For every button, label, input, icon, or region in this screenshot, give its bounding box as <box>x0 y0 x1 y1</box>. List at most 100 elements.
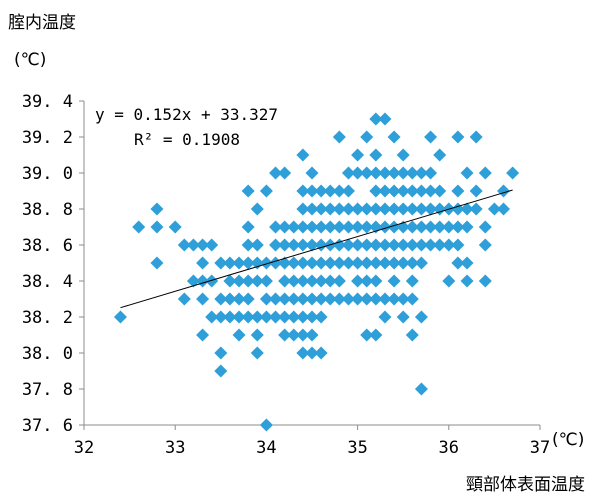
data-point <box>223 310 237 324</box>
data-point <box>232 256 246 270</box>
data-point <box>296 346 310 360</box>
data-point <box>305 220 319 234</box>
data-point <box>387 274 401 288</box>
data-point <box>451 184 465 198</box>
trend-equation: y = 0.152x + 33.327 <box>95 105 279 124</box>
data-point <box>241 274 255 288</box>
data-point <box>433 184 447 198</box>
data-point <box>414 382 428 396</box>
data-point <box>378 166 392 180</box>
x-axis-title: 頸部体表面温度 <box>466 475 585 495</box>
data-point <box>177 238 191 252</box>
data-point <box>405 184 419 198</box>
data-point <box>296 184 310 198</box>
data-point <box>405 328 419 342</box>
data-point <box>241 256 255 270</box>
data-point <box>287 328 301 342</box>
data-point <box>460 202 474 216</box>
data-point <box>405 220 419 234</box>
data-point <box>469 202 483 216</box>
data-point <box>259 184 273 198</box>
data-point <box>278 220 292 234</box>
data-point <box>250 256 264 270</box>
data-point <box>323 274 337 288</box>
x-tick-label: 34 <box>256 438 276 458</box>
data-point <box>314 346 328 360</box>
data-point <box>478 220 492 234</box>
data-point <box>351 292 365 306</box>
data-point <box>287 220 301 234</box>
data-point <box>433 148 447 162</box>
data-point <box>351 256 365 270</box>
data-point <box>424 202 438 216</box>
y-tick-label: 39. 2 <box>22 128 73 148</box>
data-point <box>378 256 392 270</box>
y-tick-label: 39. 0 <box>22 164 73 184</box>
y-axis-title: 腟内温度 <box>8 13 76 33</box>
data-point <box>414 202 428 216</box>
data-point <box>287 274 301 288</box>
y-tick-label: 39. 4 <box>22 92 73 112</box>
data-point <box>351 148 365 162</box>
data-point <box>196 238 210 252</box>
data-point <box>323 202 337 216</box>
data-point <box>360 202 374 216</box>
data-point <box>341 220 355 234</box>
data-point <box>278 166 292 180</box>
data-point <box>424 220 438 234</box>
data-point <box>405 274 419 288</box>
data-point <box>451 238 465 252</box>
data-point <box>205 238 219 252</box>
data-point <box>369 112 383 126</box>
data-point <box>314 220 328 234</box>
data-point <box>205 274 219 288</box>
data-point <box>360 130 374 144</box>
data-point <box>332 238 346 252</box>
data-point <box>314 292 328 306</box>
data-point <box>250 310 264 324</box>
data-point <box>396 310 410 324</box>
data-point <box>387 166 401 180</box>
data-point <box>414 310 428 324</box>
data-point <box>369 166 383 180</box>
data-point <box>296 148 310 162</box>
data-point <box>259 292 273 306</box>
data-point <box>296 220 310 234</box>
data-point <box>278 292 292 306</box>
x-tick-label: 35 <box>347 438 367 458</box>
data-point <box>369 274 383 288</box>
data-point <box>451 256 465 270</box>
data-point <box>269 292 283 306</box>
data-point <box>360 220 374 234</box>
data-point <box>150 256 164 270</box>
data-point <box>378 238 392 252</box>
data-point <box>332 184 346 198</box>
data-point <box>414 184 428 198</box>
data-point <box>196 328 210 342</box>
data-point <box>341 238 355 252</box>
data-point <box>460 220 474 234</box>
y-axis-unit: (℃) <box>14 50 47 70</box>
data-point <box>168 220 182 234</box>
data-point <box>305 166 319 180</box>
data-point <box>378 202 392 216</box>
data-point <box>332 202 346 216</box>
data-point <box>460 256 474 270</box>
data-point <box>232 292 246 306</box>
data-point <box>369 202 383 216</box>
data-point <box>314 274 328 288</box>
data-point <box>442 274 456 288</box>
data-point <box>296 256 310 270</box>
data-point <box>369 256 383 270</box>
data-point <box>469 130 483 144</box>
data-point <box>369 184 383 198</box>
data-point <box>241 292 255 306</box>
data-point <box>469 184 483 198</box>
data-point <box>287 310 301 324</box>
data-point <box>414 220 428 234</box>
data-point <box>497 202 511 216</box>
x-tick-label: 32 <box>74 438 94 458</box>
data-point <box>305 346 319 360</box>
data-point <box>305 274 319 288</box>
